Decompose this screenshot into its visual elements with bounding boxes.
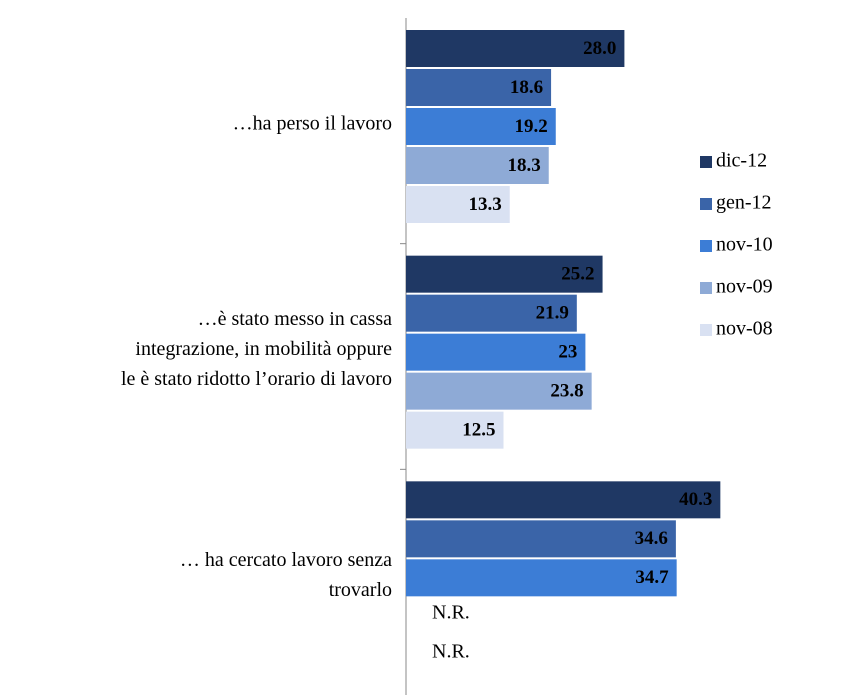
value-label: 25.2: [561, 264, 594, 285]
value-label: N.R.: [432, 640, 470, 662]
bar: [406, 520, 676, 558]
value-label: 23.8: [550, 381, 583, 402]
category-label: trovarlo: [329, 579, 392, 601]
category-label: integrazione, in mobilità oppure: [135, 338, 392, 360]
value-label: 12.5: [462, 420, 495, 441]
bar: [406, 559, 677, 597]
category-label: le è stato ridotto l’orario di lavoro: [121, 368, 392, 390]
legend-label: gen-12: [716, 192, 772, 214]
value-label: 34.6: [635, 528, 668, 549]
bar: [406, 69, 552, 106]
legend-label: nov-10: [716, 234, 773, 256]
legend-swatch: [700, 198, 712, 210]
legend-swatch: [700, 282, 712, 294]
bar: [406, 255, 603, 293]
bar: [406, 147, 549, 184]
value-label: 18.6: [510, 77, 543, 98]
bar: [406, 294, 577, 332]
bar: [406, 108, 556, 145]
bar: [406, 186, 510, 223]
legend-label: nov-09: [716, 276, 773, 298]
value-label: 21.9: [536, 303, 569, 324]
bar: [406, 333, 586, 371]
value-label: 19.2: [515, 116, 548, 137]
bar: [406, 481, 721, 519]
value-label: N.R.: [432, 601, 470, 623]
bar: [406, 411, 504, 449]
legend-swatch: [700, 324, 712, 336]
legend-label: dic-12: [716, 150, 767, 172]
category-label: …ha perso il lavoro: [233, 112, 392, 134]
value-label: 34.7: [635, 567, 669, 588]
value-label: 18.3: [507, 155, 540, 176]
bar: [406, 30, 625, 67]
value-label: 23: [558, 342, 577, 363]
category-label: … ha cercato lavoro senza: [180, 549, 392, 571]
value-label: 40.3: [679, 489, 712, 510]
bar: [406, 372, 592, 410]
legend-swatch: [700, 156, 712, 168]
legend-swatch: [700, 240, 712, 252]
legend-label: nov-08: [716, 318, 773, 340]
value-label: 28.0: [583, 38, 616, 59]
category-label: …è stato messo in cassa: [198, 308, 393, 330]
value-label: 13.3: [468, 194, 501, 215]
